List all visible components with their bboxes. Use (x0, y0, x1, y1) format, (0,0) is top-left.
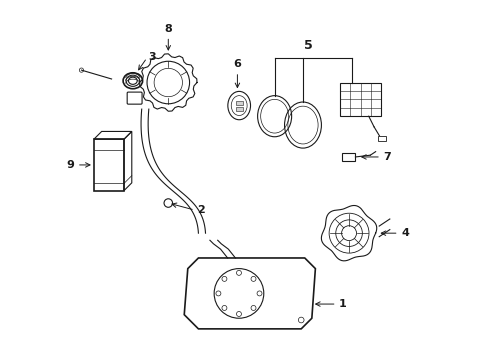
Text: 1: 1 (338, 299, 346, 309)
Text: 8: 8 (164, 24, 172, 34)
Text: 6: 6 (233, 59, 241, 69)
Circle shape (250, 306, 255, 310)
Circle shape (222, 276, 226, 282)
Text: 4: 4 (400, 228, 408, 238)
Circle shape (236, 311, 241, 316)
Bar (94, 139, 124, 191)
Bar (235, 101, 242, 104)
Circle shape (216, 291, 221, 296)
Text: 3: 3 (148, 51, 156, 62)
Circle shape (222, 306, 226, 310)
Bar (235, 107, 242, 111)
Text: 5: 5 (304, 39, 312, 52)
Circle shape (257, 291, 262, 296)
Text: 7: 7 (383, 152, 390, 162)
Bar (341, 153, 355, 161)
Circle shape (236, 270, 241, 275)
Text: 9: 9 (66, 160, 74, 170)
Bar (340, 82, 380, 116)
Bar (377, 136, 386, 141)
Text: 2: 2 (197, 205, 204, 215)
Circle shape (250, 276, 255, 282)
